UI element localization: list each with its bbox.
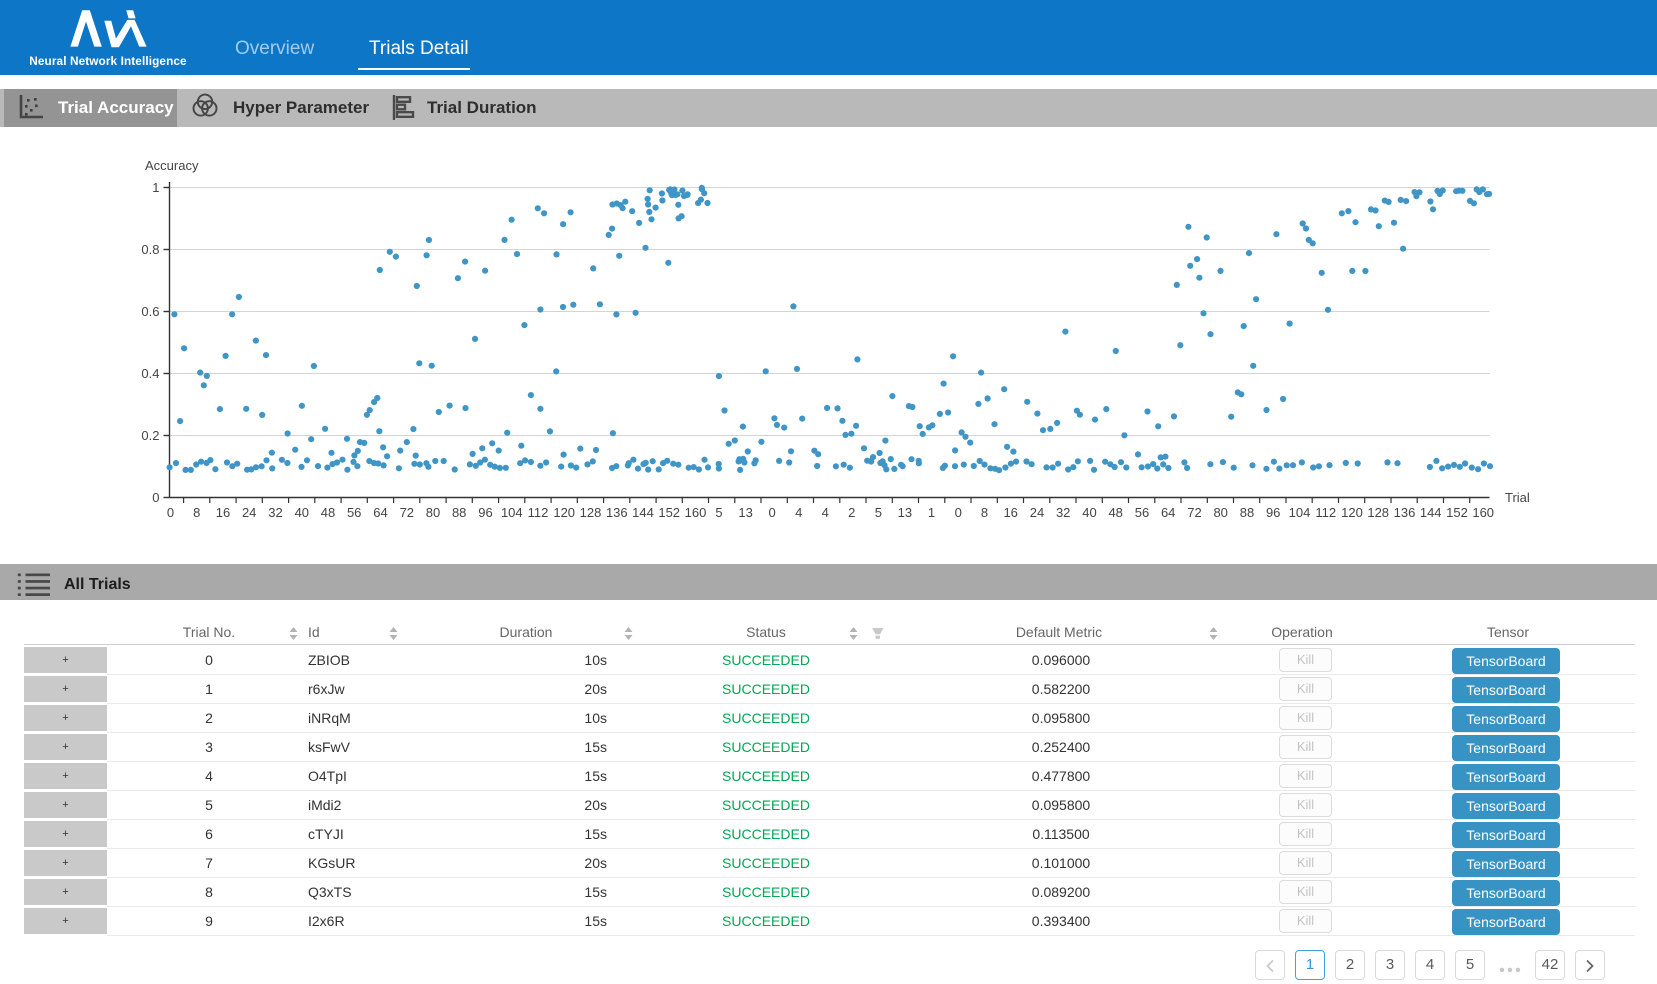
svg-text:120: 120 <box>553 505 575 520</box>
svg-text:0.8: 0.8 <box>141 242 159 257</box>
svg-text:136: 136 <box>606 505 628 520</box>
svg-text:104: 104 <box>1289 505 1311 520</box>
svg-text:96: 96 <box>478 505 492 520</box>
svg-text:152: 152 <box>1446 505 1468 520</box>
svg-text:96: 96 <box>1266 505 1280 520</box>
svg-text:32: 32 <box>268 505 282 520</box>
svg-text:120: 120 <box>1341 505 1363 520</box>
svg-text:8: 8 <box>981 505 988 520</box>
svg-text:144: 144 <box>1420 505 1442 520</box>
svg-text:64: 64 <box>1161 505 1175 520</box>
svg-text:13: 13 <box>738 505 752 520</box>
svg-text:112: 112 <box>528 505 549 520</box>
svg-text:0.2: 0.2 <box>141 428 159 443</box>
svg-text:72: 72 <box>1187 505 1201 520</box>
svg-text:40: 40 <box>295 505 309 520</box>
svg-text:1: 1 <box>152 180 159 195</box>
svg-text:Accuracy: Accuracy <box>145 158 199 173</box>
svg-text:0: 0 <box>768 505 775 520</box>
svg-text:8: 8 <box>193 505 200 520</box>
svg-text:4: 4 <box>795 505 802 520</box>
svg-text:128: 128 <box>1367 505 1389 520</box>
svg-text:0: 0 <box>167 505 174 520</box>
svg-text:2: 2 <box>848 505 855 520</box>
svg-text:56: 56 <box>1135 505 1149 520</box>
svg-text:Trial: Trial <box>1505 490 1530 505</box>
svg-text:48: 48 <box>321 505 335 520</box>
svg-text:80: 80 <box>1213 505 1227 520</box>
svg-text:32: 32 <box>1056 505 1070 520</box>
svg-text:88: 88 <box>452 505 466 520</box>
svg-text:24: 24 <box>242 505 256 520</box>
svg-text:104: 104 <box>501 505 523 520</box>
svg-text:16: 16 <box>216 505 230 520</box>
svg-text:1: 1 <box>928 505 935 520</box>
svg-text:0: 0 <box>152 490 159 505</box>
svg-text:80: 80 <box>426 505 440 520</box>
svg-text:128: 128 <box>580 505 602 520</box>
svg-text:88: 88 <box>1240 505 1254 520</box>
svg-text:112: 112 <box>1315 505 1336 520</box>
svg-text:48: 48 <box>1108 505 1122 520</box>
svg-text:72: 72 <box>400 505 414 520</box>
svg-text:0.6: 0.6 <box>141 304 159 319</box>
svg-text:5: 5 <box>715 505 722 520</box>
svg-text:5: 5 <box>875 505 882 520</box>
svg-text:0.4: 0.4 <box>141 366 159 381</box>
svg-text:136: 136 <box>1394 505 1416 520</box>
svg-text:56: 56 <box>347 505 361 520</box>
svg-text:0: 0 <box>955 505 962 520</box>
svg-text:13: 13 <box>898 505 912 520</box>
svg-text:24: 24 <box>1030 505 1044 520</box>
svg-text:160: 160 <box>685 505 707 520</box>
svg-text:152: 152 <box>658 505 680 520</box>
svg-text:16: 16 <box>1003 505 1017 520</box>
svg-text:4: 4 <box>822 505 829 520</box>
svg-text:160: 160 <box>1472 505 1494 520</box>
svg-text:144: 144 <box>632 505 654 520</box>
svg-text:40: 40 <box>1082 505 1096 520</box>
svg-text:64: 64 <box>373 505 387 520</box>
